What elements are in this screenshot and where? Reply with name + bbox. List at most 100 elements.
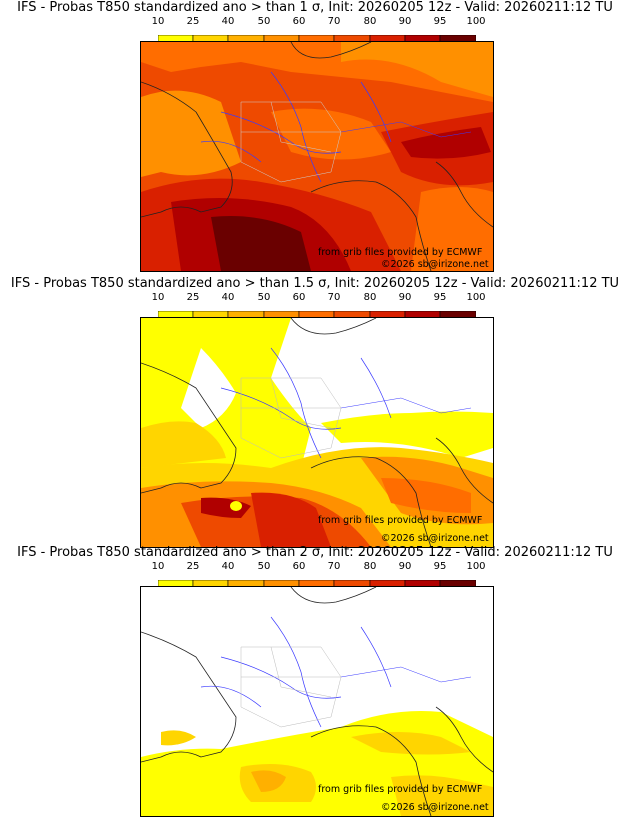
admin-borders — [241, 646, 341, 698]
tick-label: 10 — [151, 292, 165, 303]
probability-map: from grib files provided by ECMWF ©2026 … — [140, 41, 494, 272]
tick-label: 60 — [292, 561, 306, 572]
colorbar — [157, 573, 477, 589]
prob-area-10 — [230, 501, 242, 511]
prob-area-60 — [411, 187, 493, 271]
river — [220, 387, 342, 430]
prob-area-90 — [401, 127, 491, 159]
river — [200, 685, 262, 708]
coastline — [290, 318, 377, 335]
country-border — [340, 397, 472, 414]
prob-area-25 — [161, 730, 196, 746]
tick-label: 90 — [398, 16, 412, 27]
map-panel-1sigma: IFS - Probas T850 standardized ano > tha… — [0, 0, 630, 276]
coastline — [435, 161, 493, 228]
coastline — [141, 362, 237, 494]
copyright: ©2026 sb@irizone.net — [381, 259, 489, 270]
colorbar-swatches — [157, 579, 477, 589]
tick-label: 50 — [257, 292, 271, 303]
tick-label: 95 — [433, 16, 447, 27]
tick-label: 10 — [151, 561, 165, 572]
tick-label: 95 — [433, 292, 447, 303]
coastline — [310, 725, 432, 816]
river — [360, 357, 392, 419]
tick-label: 70 — [327, 16, 341, 27]
tick-label: 50 — [257, 561, 271, 572]
admin-borders — [240, 646, 342, 728]
map-graphic — [141, 42, 493, 271]
map-panel-1-5sigma: IFS - Probas T850 standardized ano > tha… — [0, 276, 630, 552]
coastline — [141, 631, 237, 763]
coastline — [141, 81, 233, 218]
tick-label: 80 — [363, 292, 377, 303]
tick-label: 25 — [186, 16, 200, 27]
country-border — [340, 666, 472, 683]
prob-area-50 — [341, 42, 493, 97]
tick-label: 40 — [221, 561, 235, 572]
data-credit: from grib files provided by ECMWF — [318, 515, 483, 526]
prob-area-60 — [271, 108, 391, 160]
tick-label: 100 — [466, 561, 486, 572]
data-credit: from grib files provided by ECMWF — [318, 784, 483, 795]
prob-area-25 — [391, 775, 493, 816]
river — [200, 140, 262, 163]
copyright: ©2026 sb@irizone.net — [381, 533, 489, 544]
tick-label: 70 — [327, 292, 341, 303]
river — [360, 626, 392, 688]
probability-map: from grib files provided by ECMWF ©2026 … — [140, 317, 494, 548]
tick-label: 40 — [221, 292, 235, 303]
tick-label: 90 — [398, 292, 412, 303]
coastline — [435, 437, 493, 504]
map-graphic — [141, 318, 493, 547]
admin-borders — [241, 377, 341, 429]
panel-title: IFS - Probas T850 standardized ano > tha… — [10, 276, 620, 291]
tick-label: 40 — [221, 16, 235, 27]
tick-label: 100 — [466, 16, 486, 27]
river — [270, 616, 322, 728]
admin-borders — [241, 101, 341, 153]
colorbar-ticks: 10 25 40 50 60 70 80 90 95 100 — [152, 292, 486, 304]
data-credit: from grib files provided by ECMWF — [318, 247, 483, 258]
prob-area-25 — [141, 421, 226, 468]
prob-area-25 — [351, 732, 471, 755]
tick-label: 100 — [466, 292, 486, 303]
prob-area-40 — [251, 770, 286, 792]
tick-label: 90 — [398, 561, 412, 572]
panel-title: IFS - Probas T850 standardized ano > tha… — [17, 0, 613, 15]
prob-area-60 — [381, 478, 471, 513]
coastline — [290, 42, 372, 59]
probability-map: from grib files provided by ECMWF ©2026 … — [140, 586, 494, 817]
prob-area-95 — [211, 216, 311, 271]
coastline — [310, 180, 432, 271]
tick-label: 80 — [363, 561, 377, 572]
river — [270, 347, 322, 459]
map-panel-2sigma: IFS - Probas T850 standardized ano > tha… — [0, 545, 630, 821]
prob-area-80 — [251, 492, 331, 547]
river — [220, 656, 342, 699]
river — [270, 71, 322, 183]
colorbar — [157, 28, 477, 44]
coastline — [435, 706, 493, 773]
tick-label: 80 — [363, 16, 377, 27]
river — [220, 111, 342, 154]
tick-label: 10 — [151, 16, 165, 27]
prob-area-50 — [141, 90, 241, 177]
tick-label: 25 — [186, 292, 200, 303]
colorbar — [157, 304, 477, 320]
colorbar-ticks: 10 25 40 50 60 70 80 90 95 100 — [152, 561, 486, 573]
panel-title: IFS - Probas T850 standardized ano > tha… — [17, 545, 613, 560]
tick-label: 95 — [433, 561, 447, 572]
no-prob-area — [181, 348, 236, 428]
admin-borders — [240, 377, 342, 459]
tick-label: 60 — [292, 16, 306, 27]
copyright: ©2026 sb@irizone.net — [381, 802, 489, 813]
colorbar-ticks: 10 25 40 50 60 70 80 90 95 100 — [152, 16, 486, 28]
prob-area-10 — [321, 411, 493, 458]
river — [360, 81, 392, 143]
tick-label: 70 — [327, 561, 341, 572]
coastline — [290, 587, 377, 604]
coastline — [310, 456, 432, 547]
tick-label: 25 — [186, 561, 200, 572]
tick-label: 60 — [292, 292, 306, 303]
country-border — [340, 121, 472, 138]
